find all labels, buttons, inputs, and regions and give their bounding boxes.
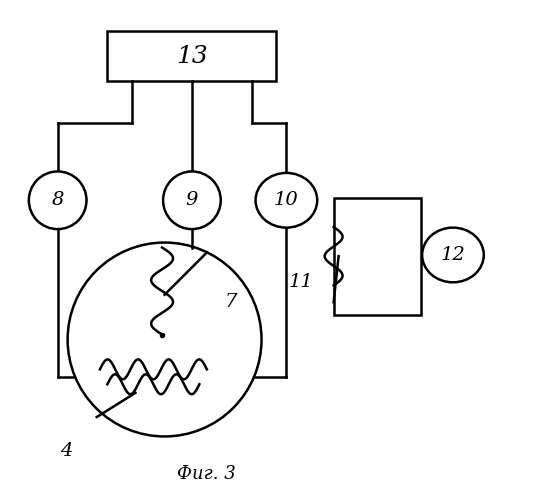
Bar xyxy=(107,31,277,81)
Ellipse shape xyxy=(255,173,317,228)
Ellipse shape xyxy=(163,172,221,229)
Ellipse shape xyxy=(29,172,86,229)
Circle shape xyxy=(68,242,262,436)
Text: 13: 13 xyxy=(176,44,208,68)
Text: 4: 4 xyxy=(60,442,72,460)
Text: 10: 10 xyxy=(274,192,299,210)
Text: Фиг. 3: Фиг. 3 xyxy=(177,465,236,483)
Text: 12: 12 xyxy=(441,246,465,264)
Text: 11: 11 xyxy=(289,274,314,291)
Text: 9: 9 xyxy=(185,192,198,210)
Text: 7: 7 xyxy=(224,293,237,311)
Bar xyxy=(334,198,421,314)
Text: 8: 8 xyxy=(52,192,64,210)
Ellipse shape xyxy=(422,228,484,282)
